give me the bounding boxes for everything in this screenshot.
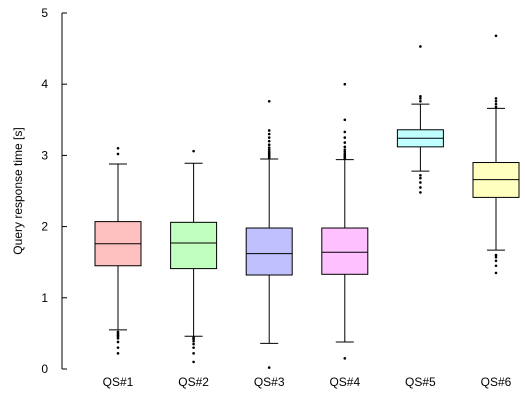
outlier-point (116, 330, 120, 334)
outlier-point (419, 181, 422, 184)
x-tick-label: QS#4 (329, 375, 360, 389)
outlier-point (419, 45, 422, 48)
outlier-point (267, 148, 271, 152)
outlier-point (419, 174, 422, 177)
outlier-point (494, 253, 498, 257)
outlier-point (419, 191, 422, 194)
x-tick-label: QS#5 (405, 375, 436, 389)
box-3 (245, 99, 293, 369)
y-tick-label: 5 (41, 6, 48, 20)
outlier-point (494, 99, 498, 103)
outlier-point (419, 186, 422, 189)
x-axis: QS#1 QS#2 QS#3 QS#4 QS#5 QS#6 (103, 375, 512, 389)
outlier-point (192, 346, 195, 349)
y-axis-label: Query response time [s] (11, 127, 25, 254)
iqr-box (170, 221, 218, 270)
outlier-point (267, 99, 271, 103)
outlier-point (267, 132, 271, 136)
x-tick-label: QS#6 (481, 375, 512, 389)
outlier-point (116, 352, 120, 355)
outlier-point (192, 360, 195, 364)
outlier-point (494, 255, 498, 259)
outlier-point (494, 102, 498, 106)
outlier-point (267, 139, 271, 143)
outlier-point (192, 352, 195, 355)
y-tick-label: 3 (41, 148, 48, 162)
outlier-point (267, 136, 271, 139)
outlier-point (343, 130, 347, 134)
x-tick-label: QS#3 (254, 375, 285, 389)
y-tick-label: 2 (41, 220, 48, 234)
outlier-point (419, 176, 422, 180)
box-1 (94, 146, 142, 355)
outlier-point (419, 99, 422, 103)
outlier-point (343, 82, 347, 86)
y-tick-label: 4 (41, 77, 48, 91)
outlier-point (494, 105, 498, 109)
outlier-point (192, 336, 195, 339)
outlier-point (419, 95, 422, 98)
outlier-point (343, 150, 347, 154)
box-4 (321, 82, 369, 360)
y-tick-label: 1 (41, 291, 48, 305)
box-5 (396, 45, 444, 194)
outlier-point (267, 146, 271, 149)
y-tick-label: 0 (41, 362, 48, 376)
outlier-point (343, 118, 347, 122)
box-6 (472, 34, 520, 275)
outlier-point (267, 129, 271, 132)
outlier-point (192, 342, 195, 346)
outlier-point (267, 150, 271, 154)
outlier-point (116, 152, 120, 156)
outlier-point (494, 97, 498, 100)
outlier-point (343, 141, 347, 144)
x-tick-label: QS#1 (103, 375, 134, 389)
iqr-box (245, 227, 293, 276)
x-tick-label: QS#2 (178, 375, 209, 389)
outlier-point (267, 143, 271, 147)
outlier-point (192, 149, 195, 153)
outlier-point (267, 366, 271, 369)
outlier-point (494, 34, 498, 38)
outlier-point (116, 146, 120, 150)
outlier-point (494, 271, 498, 275)
outlier-point (192, 339, 195, 343)
outlier-point (343, 148, 347, 152)
y-axis: 0 1 2 3 4 5 (41, 6, 67, 376)
outlier-point (494, 264, 498, 268)
outlier-point (343, 357, 347, 360)
iqr-box (321, 227, 369, 275)
outlier-point (494, 259, 498, 263)
box-2 (170, 149, 218, 364)
outlier-point (116, 340, 120, 344)
boxes-layer (94, 34, 520, 369)
outlier-point (419, 97, 422, 100)
outlier-point (343, 136, 347, 139)
outlier-point (343, 145, 347, 149)
outlier-point (116, 346, 120, 349)
outlier-point (343, 152, 347, 156)
